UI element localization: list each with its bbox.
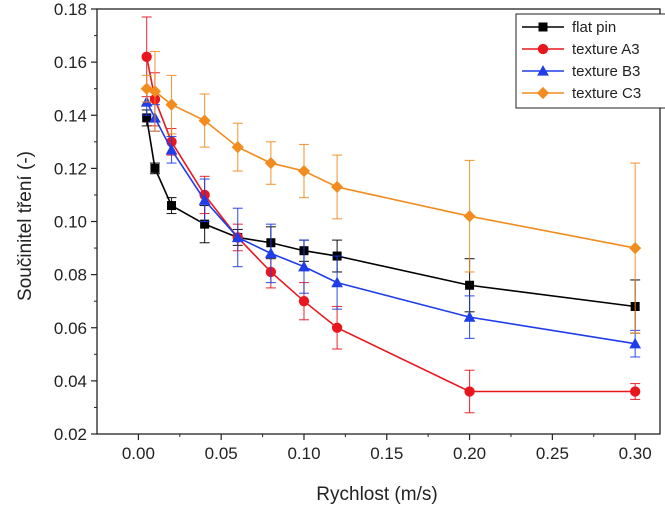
- x-tick-label: 0.05: [205, 444, 238, 463]
- data-point-texture-c3: [331, 180, 344, 194]
- data-point-texture-a3: [464, 386, 475, 397]
- x-tick-label: 0.10: [287, 444, 320, 463]
- legend-label-texture-c3: texture C3: [572, 85, 641, 102]
- y-tick-label: 0.16: [54, 53, 87, 72]
- y-tick-label: 0.18: [54, 0, 87, 19]
- legend-marker-texture-b3: [537, 65, 549, 76]
- data-point-flat-pin: [167, 201, 177, 211]
- x-tick-label: 0.25: [536, 444, 569, 463]
- data-point-texture-b3: [629, 337, 642, 349]
- y-axis-title: Součinitel tření (-): [15, 151, 36, 301]
- data-point-texture-a3: [141, 51, 152, 62]
- data-point-texture-c3: [198, 114, 211, 127]
- data-point-texture-b3: [463, 311, 476, 322]
- data-point-texture-b3: [331, 276, 343, 288]
- series-line-texture-c3: [146, 87, 636, 249]
- data-point-texture-c3: [297, 164, 311, 178]
- y-tick-label: 0.10: [54, 213, 87, 232]
- legend-label-texture-a3: texture A3: [572, 41, 640, 58]
- data-point-flat-pin: [142, 113, 152, 123]
- y-tick-label: 0.08: [54, 266, 87, 285]
- data-point-texture-a3: [298, 296, 310, 307]
- y-tick-label: 0.06: [54, 319, 87, 338]
- data-point-texture-a3: [331, 322, 343, 333]
- legend-marker-texture-a3: [537, 43, 549, 55]
- y-tick-label: 0.12: [54, 159, 87, 178]
- data-point-texture-b3: [231, 231, 244, 243]
- data-point-texture-c3: [629, 241, 642, 255]
- x-tick-label: 0.00: [122, 444, 155, 463]
- legend-label-texture-b3: texture B3: [572, 63, 640, 80]
- data-point-texture-b3: [298, 260, 310, 272]
- data-point-texture-c3: [165, 98, 178, 111]
- y-tick-label: 0.14: [54, 106, 87, 125]
- axes: 0.00 0.05 0.10 0.15 0.20 0.25 0.30 0.02 0.04 0.06…: [54, 0, 661, 463]
- series-texture-c3: [140, 50, 642, 334]
- data-point-texture-c3: [231, 141, 244, 154]
- legend-marker-texture-c3: [536, 86, 550, 100]
- legend-marker-flat-pin: [538, 22, 548, 32]
- series-line-flat-pin: [145, 117, 636, 308]
- legend: flat pin texture A3 texture B3 texture C3: [515, 13, 665, 109]
- y-tick-label: 0.04: [54, 372, 87, 391]
- data-point-flat-pin: [200, 219, 210, 229]
- x-tick-label: 0.15: [370, 444, 403, 463]
- data-point-texture-c3: [463, 210, 476, 223]
- data-point-texture-c3: [264, 156, 277, 170]
- data-point-texture-b3: [165, 143, 178, 155]
- x-tick-label: 0.30: [619, 444, 652, 463]
- x-tick-label: 0.20: [453, 444, 486, 463]
- data-point-flat-pin: [465, 280, 475, 290]
- data-point-texture-a3: [629, 386, 641, 397]
- data-point-texture-b3: [198, 194, 211, 205]
- plot-area: [140, 16, 642, 414]
- x-axis-title: Rychlost (m/s): [316, 484, 437, 505]
- data-point-texture-b3: [265, 247, 277, 259]
- series-line-texture-a3: [145, 56, 636, 393]
- legend-label-flat-pin: flat pin: [572, 19, 616, 36]
- series-flat-pin: [141, 109, 641, 334]
- data-point-texture-c3: [148, 85, 162, 98]
- data-point-flat-pin: [150, 163, 160, 173]
- series-line-texture-b3: [145, 101, 636, 345]
- y-tick-label: 0.02: [54, 425, 87, 444]
